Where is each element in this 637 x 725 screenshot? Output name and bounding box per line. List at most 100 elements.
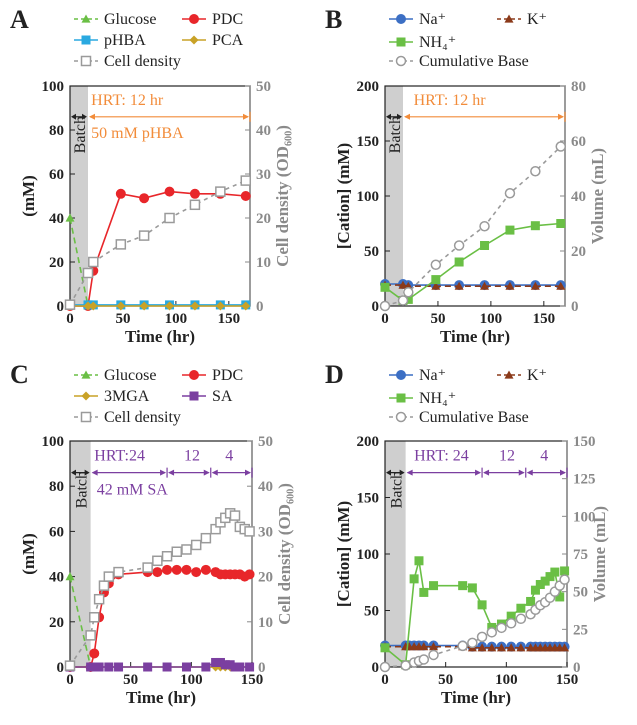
- y2-tick-label: 10: [258, 615, 273, 631]
- data-point-base: [479, 221, 490, 232]
- y2-tick-label: 0: [256, 299, 264, 315]
- data-point-sa: [94, 662, 104, 672]
- y2-tick-label: 125: [573, 472, 596, 488]
- legend-label: SA: [212, 388, 233, 405]
- y-tick-label: 100: [357, 547, 380, 563]
- hrt-arrow-head-left: [483, 469, 490, 476]
- data-point-od: [152, 555, 163, 567]
- batch-arrow-head-right: [82, 113, 87, 120]
- data-point-od: [244, 526, 255, 537]
- hrt-arrow-head-right: [160, 469, 167, 476]
- data-point-k: [431, 281, 441, 290]
- legend-label: 3MGA: [104, 388, 150, 405]
- y-tick-label: 20: [49, 255, 64, 271]
- hrt-arrow-head-right: [518, 469, 525, 476]
- y2-tick-label: 60: [571, 134, 586, 150]
- data-point-od: [161, 551, 173, 562]
- data-point-od: [89, 612, 100, 623]
- data-point-base: [496, 622, 507, 634]
- data-point-base: [555, 141, 567, 152]
- panel-letter: C: [10, 360, 29, 389]
- data-point-base: [430, 259, 442, 270]
- data-point-nh4: [458, 581, 468, 591]
- data-point-nh4: [505, 225, 515, 235]
- data-point-sa: [215, 657, 225, 667]
- y2-tick-label: 20: [256, 211, 271, 227]
- data-point-base: [515, 613, 527, 625]
- legend-marker: [81, 370, 91, 379]
- data-point-od: [171, 546, 183, 557]
- legend-label: Na⁺: [419, 11, 446, 28]
- data-point-nh4: [516, 603, 526, 613]
- data-point-k: [505, 281, 515, 290]
- legend-marker: [504, 14, 514, 23]
- data-point-sa: [235, 662, 245, 672]
- legend-marker: [395, 411, 407, 423]
- data-point-od: [113, 566, 124, 578]
- y2-tick-label: 30: [256, 167, 271, 183]
- y2-tick-label: 40: [571, 189, 586, 205]
- hrt-arrow-head-left: [404, 113, 410, 120]
- data-point-pdc: [164, 186, 175, 197]
- data-point-k: [429, 642, 439, 651]
- x-tick-label: 0: [381, 311, 389, 327]
- x-tick-label: 100: [165, 311, 188, 327]
- y2-tick-label: 50: [573, 585, 588, 601]
- hrt-arrow-head-left: [406, 469, 413, 476]
- data-point-k: [419, 642, 429, 651]
- data-point-pca: [215, 301, 225, 311]
- data-point-pdc: [89, 648, 100, 659]
- annotation-label: HRT: 12 hr: [414, 92, 487, 109]
- y2-tick-label: 75: [573, 547, 588, 563]
- batch-label: Batch: [73, 471, 90, 508]
- data-point-base: [403, 287, 414, 298]
- data-point-sa: [230, 662, 240, 672]
- annotation-label: 42 mM SA: [97, 481, 169, 498]
- data-point-sa: [143, 662, 153, 672]
- data-point-base: [379, 661, 391, 673]
- legend-marker: [189, 370, 199, 380]
- legend-label: Cumulative Base: [419, 409, 529, 426]
- data-point-k: [560, 643, 570, 652]
- x-axis-title: Time (hr): [441, 688, 511, 707]
- hrt-arrow-head-right: [560, 469, 566, 476]
- data-point-pca: [116, 301, 126, 311]
- legend-label: K⁺: [527, 367, 547, 384]
- x-axis-title: Time (hr): [440, 327, 510, 346]
- y-tick-label: 200: [357, 434, 380, 450]
- y2-tick-label: 40: [258, 479, 273, 495]
- plot-frame: [384, 85, 566, 307]
- legend-label: NH₄⁺: [419, 34, 456, 51]
- data-point-pdc: [189, 188, 200, 199]
- data-point-nh4: [380, 643, 390, 653]
- data-point-nh4: [506, 611, 516, 621]
- data-point-nh4: [454, 257, 464, 267]
- data-point-base: [559, 574, 570, 585]
- data-point-od: [88, 256, 99, 268]
- legend-marker: [80, 55, 92, 67]
- batch-region: [70, 441, 91, 667]
- legend-marker: [189, 14, 199, 24]
- data-point-nh4: [530, 221, 540, 231]
- y2-axis-title: Cell density (OD₆₀₀): [275, 483, 294, 625]
- data-point-base: [428, 649, 439, 661]
- y-axis-title: [Cation] (mM): [334, 501, 353, 607]
- legend-marker: [396, 370, 406, 380]
- batch-arrow-head-left: [71, 469, 76, 476]
- batch-arrow-head-left: [386, 113, 391, 120]
- data-point-nh4: [526, 596, 536, 606]
- y2-axis-title: Cell density (OD₆₀₀): [273, 125, 292, 267]
- data-point-pca: [165, 301, 175, 311]
- hrt-arrow-head-left: [89, 113, 95, 120]
- data-point-sa: [201, 662, 211, 672]
- panel-letter: A: [10, 5, 29, 34]
- data-point-k: [556, 281, 566, 290]
- data-point-k: [480, 281, 490, 290]
- y-tick-label: 50: [364, 604, 379, 620]
- y2-tick-label: 100: [573, 509, 596, 525]
- legend-marker: [80, 411, 92, 423]
- y-tick-label: 0: [372, 299, 380, 315]
- data-point-glucose: [65, 572, 75, 581]
- data-point-sa: [162, 662, 172, 672]
